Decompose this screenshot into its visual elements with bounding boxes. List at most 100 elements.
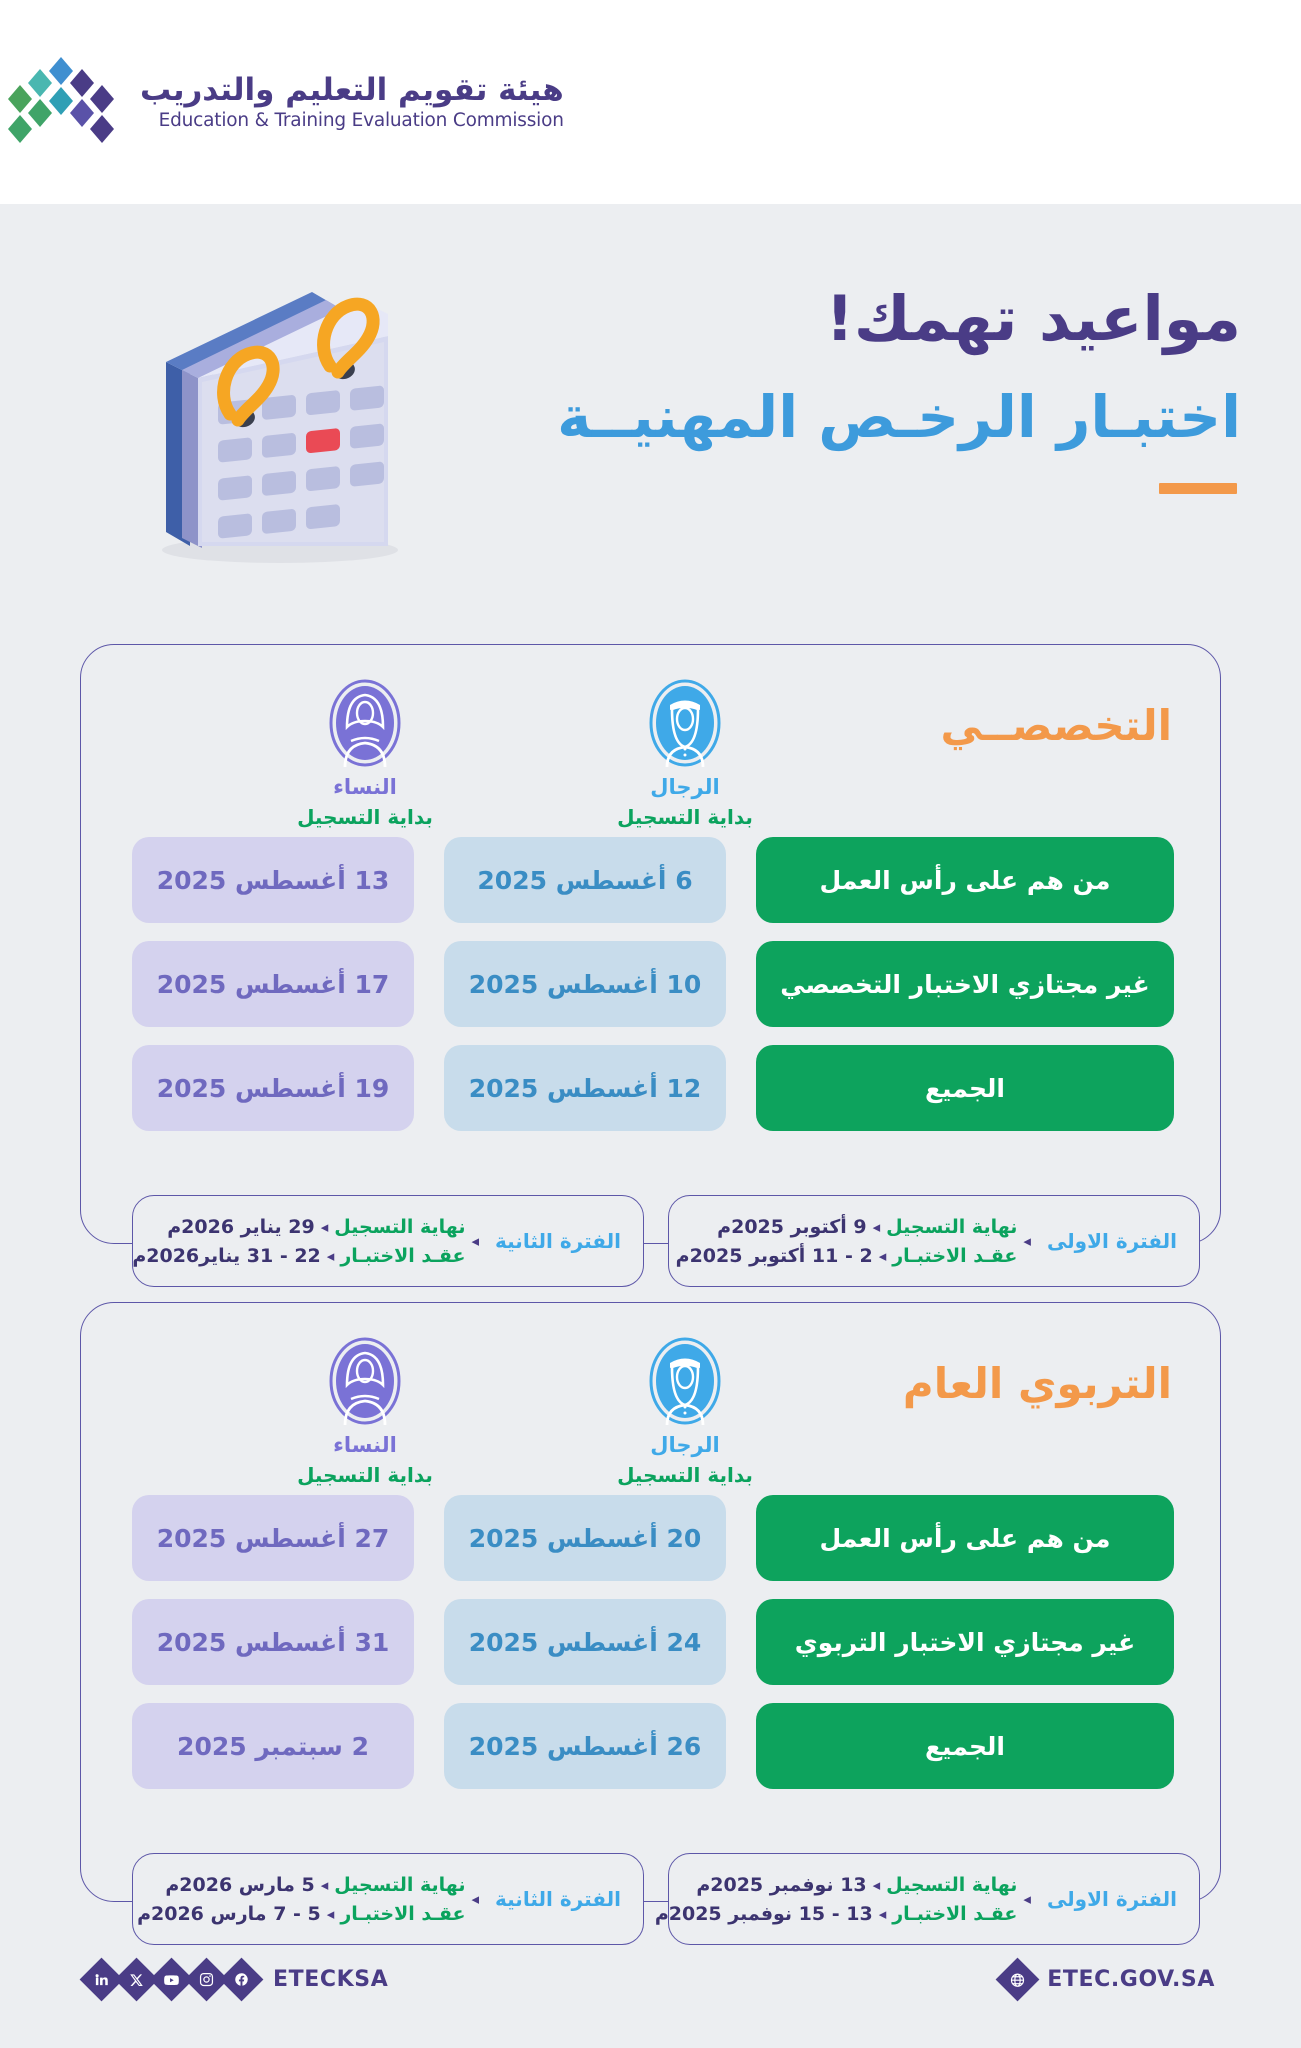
period-value: 9 أكتوبر 2025م bbox=[717, 1215, 867, 1238]
table-row: الجميع 26 أغسطس 2025 2 سبتمبر 2025 bbox=[81, 1703, 1220, 1789]
date-cell-women: 2 سبتمبر 2025 bbox=[132, 1703, 414, 1789]
persona-women: النساء bbox=[300, 679, 430, 799]
table-row: من هم على رأس العمل 20 أغسطس 2025 27 أغس… bbox=[81, 1495, 1220, 1581]
date-cell-men: 20 أغسطس 2025 bbox=[444, 1495, 726, 1581]
chevron-left-icon: ◂ bbox=[878, 1904, 887, 1923]
x-twitter-icon[interactable] bbox=[114, 1957, 159, 2002]
table-row: غير مجتازي الاختبار التخصصي 10 أغسطس 202… bbox=[81, 941, 1220, 1027]
audience-cell: الجميع bbox=[756, 1045, 1174, 1131]
period-name: الفترة الاولى bbox=[1046, 1887, 1177, 1911]
period-value: 13 نوفمبر 2025م bbox=[696, 1873, 867, 1896]
period-pills: الفترة الاولى ◂ نهاية التسجيل ◂ 9 أكتوبر… bbox=[81, 1195, 1220, 1291]
social-links: ETECKSA bbox=[79, 1957, 389, 2002]
reg-start-header-women: بداية التسجيل bbox=[297, 1463, 433, 1487]
chevron-left-icon: ◂ bbox=[1023, 1232, 1031, 1250]
persona-row: التخصصــي الرجال bbox=[81, 669, 1220, 799]
persona-men: الرجال bbox=[620, 1337, 750, 1457]
period-value: 22 - 31 يناير2026م bbox=[132, 1244, 321, 1267]
period-line-registration: نهاية التسجيل ◂ 5 مارس 2026م bbox=[137, 1874, 465, 1896]
reg-start-header-men: بداية التسجيل bbox=[617, 805, 753, 829]
chevron-left-icon: ◂ bbox=[1023, 1890, 1031, 1908]
period-label: عقـد الاختبـار bbox=[892, 1244, 1018, 1267]
period-label: نهاية التسجيل bbox=[886, 1215, 1018, 1238]
date-cell-men: 10 أغسطس 2025 bbox=[444, 941, 726, 1027]
date-cell-women: 13 أغسطس 2025 bbox=[132, 837, 414, 923]
period-label: نهاية التسجيل bbox=[334, 1215, 466, 1238]
audience-cell: من هم على رأس العمل bbox=[756, 1495, 1174, 1581]
audience-cell: الجميع bbox=[756, 1703, 1174, 1789]
persona-label: الرجال bbox=[650, 775, 720, 799]
period-line-exam: عقـد الاختبـار ◂ 13 - 15 نوفمبر 2025م bbox=[655, 1903, 1018, 1925]
youtube-icon[interactable] bbox=[149, 1957, 194, 2002]
period-value: 5 - 7 مارس 2026م bbox=[137, 1902, 321, 1925]
hero-headline: مواعيد تهمك! bbox=[825, 282, 1241, 355]
period-line-exam: عقـد الاختبـار ◂ 2 - 11 أكتوبر 2025م bbox=[676, 1245, 1018, 1267]
page-footer: ETECKSA ETEC.GOV.SA bbox=[0, 1928, 1301, 2048]
website-link[interactable]: ETEC.GOV.SA bbox=[995, 1957, 1215, 2002]
hero-subheadline: اختبـار الرخـص المهنيــة bbox=[557, 383, 1241, 452]
chevron-left-icon: ◂ bbox=[878, 1246, 887, 1265]
period-label: نهاية التسجيل bbox=[334, 1873, 466, 1896]
chevron-left-icon: ◂ bbox=[471, 1890, 480, 1908]
period-pill-second: الفترة الثانية ◂ نهاية التسجيل ◂ 29 يناي… bbox=[132, 1195, 644, 1287]
section-title: التخصصــي bbox=[940, 701, 1172, 750]
period-label: نهاية التسجيل bbox=[886, 1873, 1018, 1896]
period-label: عقـد الاختبـار bbox=[340, 1244, 466, 1267]
date-cell-women: 17 أغسطس 2025 bbox=[132, 941, 414, 1027]
section-card-specialized: التخصصــي الرجال bbox=[80, 644, 1221, 1287]
persona-label: النساء bbox=[333, 775, 397, 799]
website-url: ETEC.GOV.SA bbox=[1047, 1967, 1215, 1992]
persona-label: النساء bbox=[333, 1433, 397, 1457]
date-cell-men: 6 أغسطس 2025 bbox=[444, 837, 726, 923]
period-pill-first: الفترة الاولى ◂ نهاية التسجيل ◂ 9 أكتوبر… bbox=[668, 1195, 1200, 1287]
facebook-icon[interactable] bbox=[219, 1957, 264, 2002]
globe-icon bbox=[995, 1957, 1040, 2002]
social-handle: ETECKSA bbox=[273, 1967, 389, 1992]
period-label: عقـد الاختبـار bbox=[892, 1902, 1018, 1925]
reg-start-header-women: بداية التسجيل bbox=[297, 805, 433, 829]
chevron-left-icon: ◂ bbox=[320, 1217, 329, 1236]
woman-avatar-icon bbox=[329, 1337, 401, 1425]
chevron-left-icon: ◂ bbox=[471, 1232, 480, 1250]
period-line-exam: عقـد الاختبـار ◂ 22 - 31 يناير2026م bbox=[132, 1245, 465, 1267]
woman-avatar-icon bbox=[329, 679, 401, 767]
persona-women: النساء bbox=[300, 1337, 430, 1457]
persona-row: التربوي العام الرجال bbox=[81, 1327, 1220, 1457]
schedule-rows: من هم على رأس العمل 6 أغسطس 2025 13 أغسط… bbox=[81, 837, 1220, 1149]
table-row: غير مجتازي الاختبار التربوي 24 أغسطس 202… bbox=[81, 1599, 1220, 1685]
period-value: 5 مارس 2026م bbox=[165, 1873, 315, 1896]
period-line-registration: نهاية التسجيل ◂ 9 أكتوبر 2025م bbox=[676, 1215, 1018, 1238]
page-header: هيئة تقويم التعليم والتدريب Education & … bbox=[0, 0, 1301, 204]
hero-titles: مواعيد تهمك! اختبـار الرخـص المهنيــة bbox=[557, 282, 1241, 494]
period-line-exam: عقـد الاختبـار ◂ 5 - 7 مارس 2026م bbox=[137, 1903, 465, 1925]
chevron-left-icon: ◂ bbox=[872, 1875, 881, 1894]
period-pills: الفترة الاولى ◂ نهاية التسجيل ◂ 13 نوفمب… bbox=[81, 1853, 1220, 1949]
section-card-general: التربوي العام الرجال bbox=[80, 1302, 1221, 1945]
etec-logo: هيئة تقويم التعليم والتدريب Education & … bbox=[0, 55, 564, 150]
instagram-icon[interactable] bbox=[184, 1957, 229, 2002]
audience-cell: غير مجتازي الاختبار التخصصي bbox=[756, 941, 1174, 1027]
period-pill-second: الفترة الثانية ◂ نهاية التسجيل ◂ 5 مارس … bbox=[132, 1853, 644, 1945]
persona-label: الرجال bbox=[650, 1433, 720, 1457]
schedule-rows: من هم على رأس العمل 20 أغسطس 2025 27 أغس… bbox=[81, 1495, 1220, 1807]
persona-men: الرجال bbox=[620, 679, 750, 799]
etec-diamond-logo-icon bbox=[8, 56, 114, 143]
period-name: الفترة الثانية bbox=[495, 1887, 621, 1911]
linkedin-icon[interactable] bbox=[79, 1957, 124, 2002]
man-avatar-icon bbox=[649, 1337, 721, 1425]
date-cell-women: 27 أغسطس 2025 bbox=[132, 1495, 414, 1581]
period-value: 2 - 11 أكتوبر 2025م bbox=[675, 1244, 873, 1267]
date-cell-men: 26 أغسطس 2025 bbox=[444, 1703, 726, 1789]
period-label: عقـد الاختبـار bbox=[340, 1902, 466, 1925]
logo-wordmark: هيئة تقويم التعليم والتدريب Education & … bbox=[140, 72, 564, 131]
date-cell-men: 24 أغسطس 2025 bbox=[444, 1599, 726, 1685]
chevron-left-icon: ◂ bbox=[872, 1217, 881, 1236]
audience-cell: من هم على رأس العمل bbox=[756, 837, 1174, 923]
date-cell-men: 12 أغسطس 2025 bbox=[444, 1045, 726, 1131]
period-name: الفترة الثانية bbox=[495, 1229, 621, 1253]
table-row: الجميع 12 أغسطس 2025 19 أغسطس 2025 bbox=[81, 1045, 1220, 1131]
date-cell-women: 19 أغسطس 2025 bbox=[132, 1045, 414, 1131]
period-value: 13 - 15 نوفمبر 2025م bbox=[654, 1902, 873, 1925]
man-avatar-icon bbox=[649, 679, 721, 767]
